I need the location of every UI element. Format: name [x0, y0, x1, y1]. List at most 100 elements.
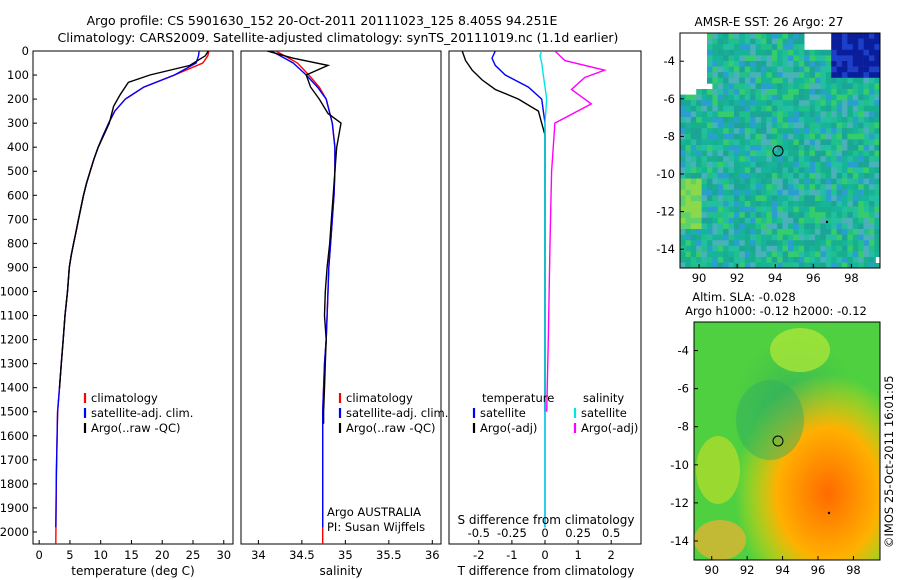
sst-cell — [685, 217, 692, 224]
sst-cell — [847, 44, 854, 51]
sst-cell — [852, 150, 859, 157]
sst-cell — [728, 184, 735, 191]
sst-cell — [707, 206, 713, 213]
sst-cell — [701, 139, 708, 146]
sst-cell — [717, 66, 724, 73]
sst-cell — [842, 173, 848, 179]
sst-cell — [782, 61, 789, 67]
sst-cell — [809, 229, 816, 235]
sst-cell — [750, 178, 756, 185]
sst-cell — [831, 173, 837, 179]
sst-cell — [831, 184, 837, 191]
sst-cell — [723, 195, 729, 202]
map-x-tick-label: 96 — [811, 563, 826, 577]
sst-cell — [750, 38, 756, 45]
sst-cell — [863, 66, 870, 73]
sst-cell — [793, 217, 800, 224]
salinity-xlabel: salinity — [319, 564, 362, 578]
sst-cell — [847, 251, 854, 258]
sst-cell — [788, 184, 794, 191]
sst-cell — [847, 117, 854, 123]
sst-cell — [874, 173, 881, 179]
sst-cell — [734, 201, 740, 207]
sst-cell — [701, 133, 708, 140]
sst-cell — [852, 61, 859, 67]
sst-cell — [874, 33, 881, 39]
sst-cell — [847, 77, 854, 84]
sst-cell — [728, 38, 735, 45]
sst-cell — [701, 150, 708, 157]
sst-cell — [771, 223, 778, 230]
sst-cell — [869, 251, 875, 258]
sst-cell — [717, 117, 724, 123]
sst-cell — [798, 139, 805, 146]
sst-cell — [744, 184, 751, 191]
sst-cell — [680, 212, 686, 219]
sst-cell — [771, 139, 778, 146]
sst-cell — [734, 251, 740, 258]
sst-cell — [831, 161, 837, 168]
sst-cell — [820, 117, 827, 123]
sst-cell — [744, 195, 751, 202]
sst-cell — [863, 156, 870, 163]
sst-cell — [782, 161, 789, 168]
sst-cell — [680, 201, 686, 207]
sst-cell — [750, 72, 756, 79]
sst-cell — [852, 245, 859, 252]
sst-cell — [761, 195, 767, 202]
sst-cell — [793, 240, 800, 247]
sst-cell — [712, 111, 719, 118]
sst-cell — [852, 83, 859, 90]
sst-cell — [869, 212, 875, 219]
sst-cell — [869, 167, 875, 174]
sst-cell — [744, 201, 751, 207]
x-tick-label: 20 — [155, 548, 170, 562]
sst-cell — [771, 156, 778, 163]
sst-cell — [809, 55, 816, 62]
sst-cell — [685, 206, 692, 213]
sst-cell — [782, 66, 789, 73]
sst-cell — [771, 111, 778, 118]
sst-cell — [782, 83, 789, 90]
sst-cell — [788, 55, 794, 62]
temperature-panel: 0100200300400500600700800900100011001200… — [0, 44, 234, 578]
sst-cell — [804, 105, 810, 112]
sst-cell — [734, 38, 740, 45]
sst-cell — [750, 66, 756, 73]
legend-label: satellite-adj. clim. — [346, 406, 448, 420]
sst-cell — [690, 206, 697, 213]
sst-cell — [690, 217, 697, 224]
sst-cell — [820, 83, 827, 90]
sst-cell — [858, 223, 864, 230]
sst-cell — [782, 245, 789, 252]
sst-cell — [717, 189, 724, 196]
sst-cell — [712, 173, 719, 179]
series-line-argo — [266, 51, 342, 424]
sst-cell — [836, 217, 843, 224]
sst-cell — [793, 122, 800, 129]
sst-cell — [755, 111, 762, 118]
sst-cell — [847, 66, 854, 73]
sst-cell — [723, 229, 729, 235]
sst-cell — [707, 33, 713, 39]
sst-cell — [696, 189, 702, 196]
sst-cell — [863, 262, 870, 269]
sst-cell — [825, 229, 832, 235]
sst-cell — [685, 245, 692, 252]
sst-cell — [782, 55, 789, 62]
sst-cell — [804, 122, 810, 129]
sst-cell — [820, 72, 827, 79]
sst-cell — [723, 94, 729, 101]
sst-cell — [869, 156, 875, 163]
sst-cell — [782, 156, 789, 163]
sst-cell — [836, 122, 843, 129]
sst-cell — [782, 195, 789, 202]
sst-cell — [771, 212, 778, 219]
sst-cell — [798, 161, 805, 168]
sst-cell — [858, 257, 864, 263]
sla-argo-marker — [772, 435, 784, 447]
sst-cell — [793, 94, 800, 101]
x-tick-label: 5 — [66, 548, 73, 562]
sst-cell — [755, 173, 762, 179]
sst-cell — [750, 111, 756, 118]
